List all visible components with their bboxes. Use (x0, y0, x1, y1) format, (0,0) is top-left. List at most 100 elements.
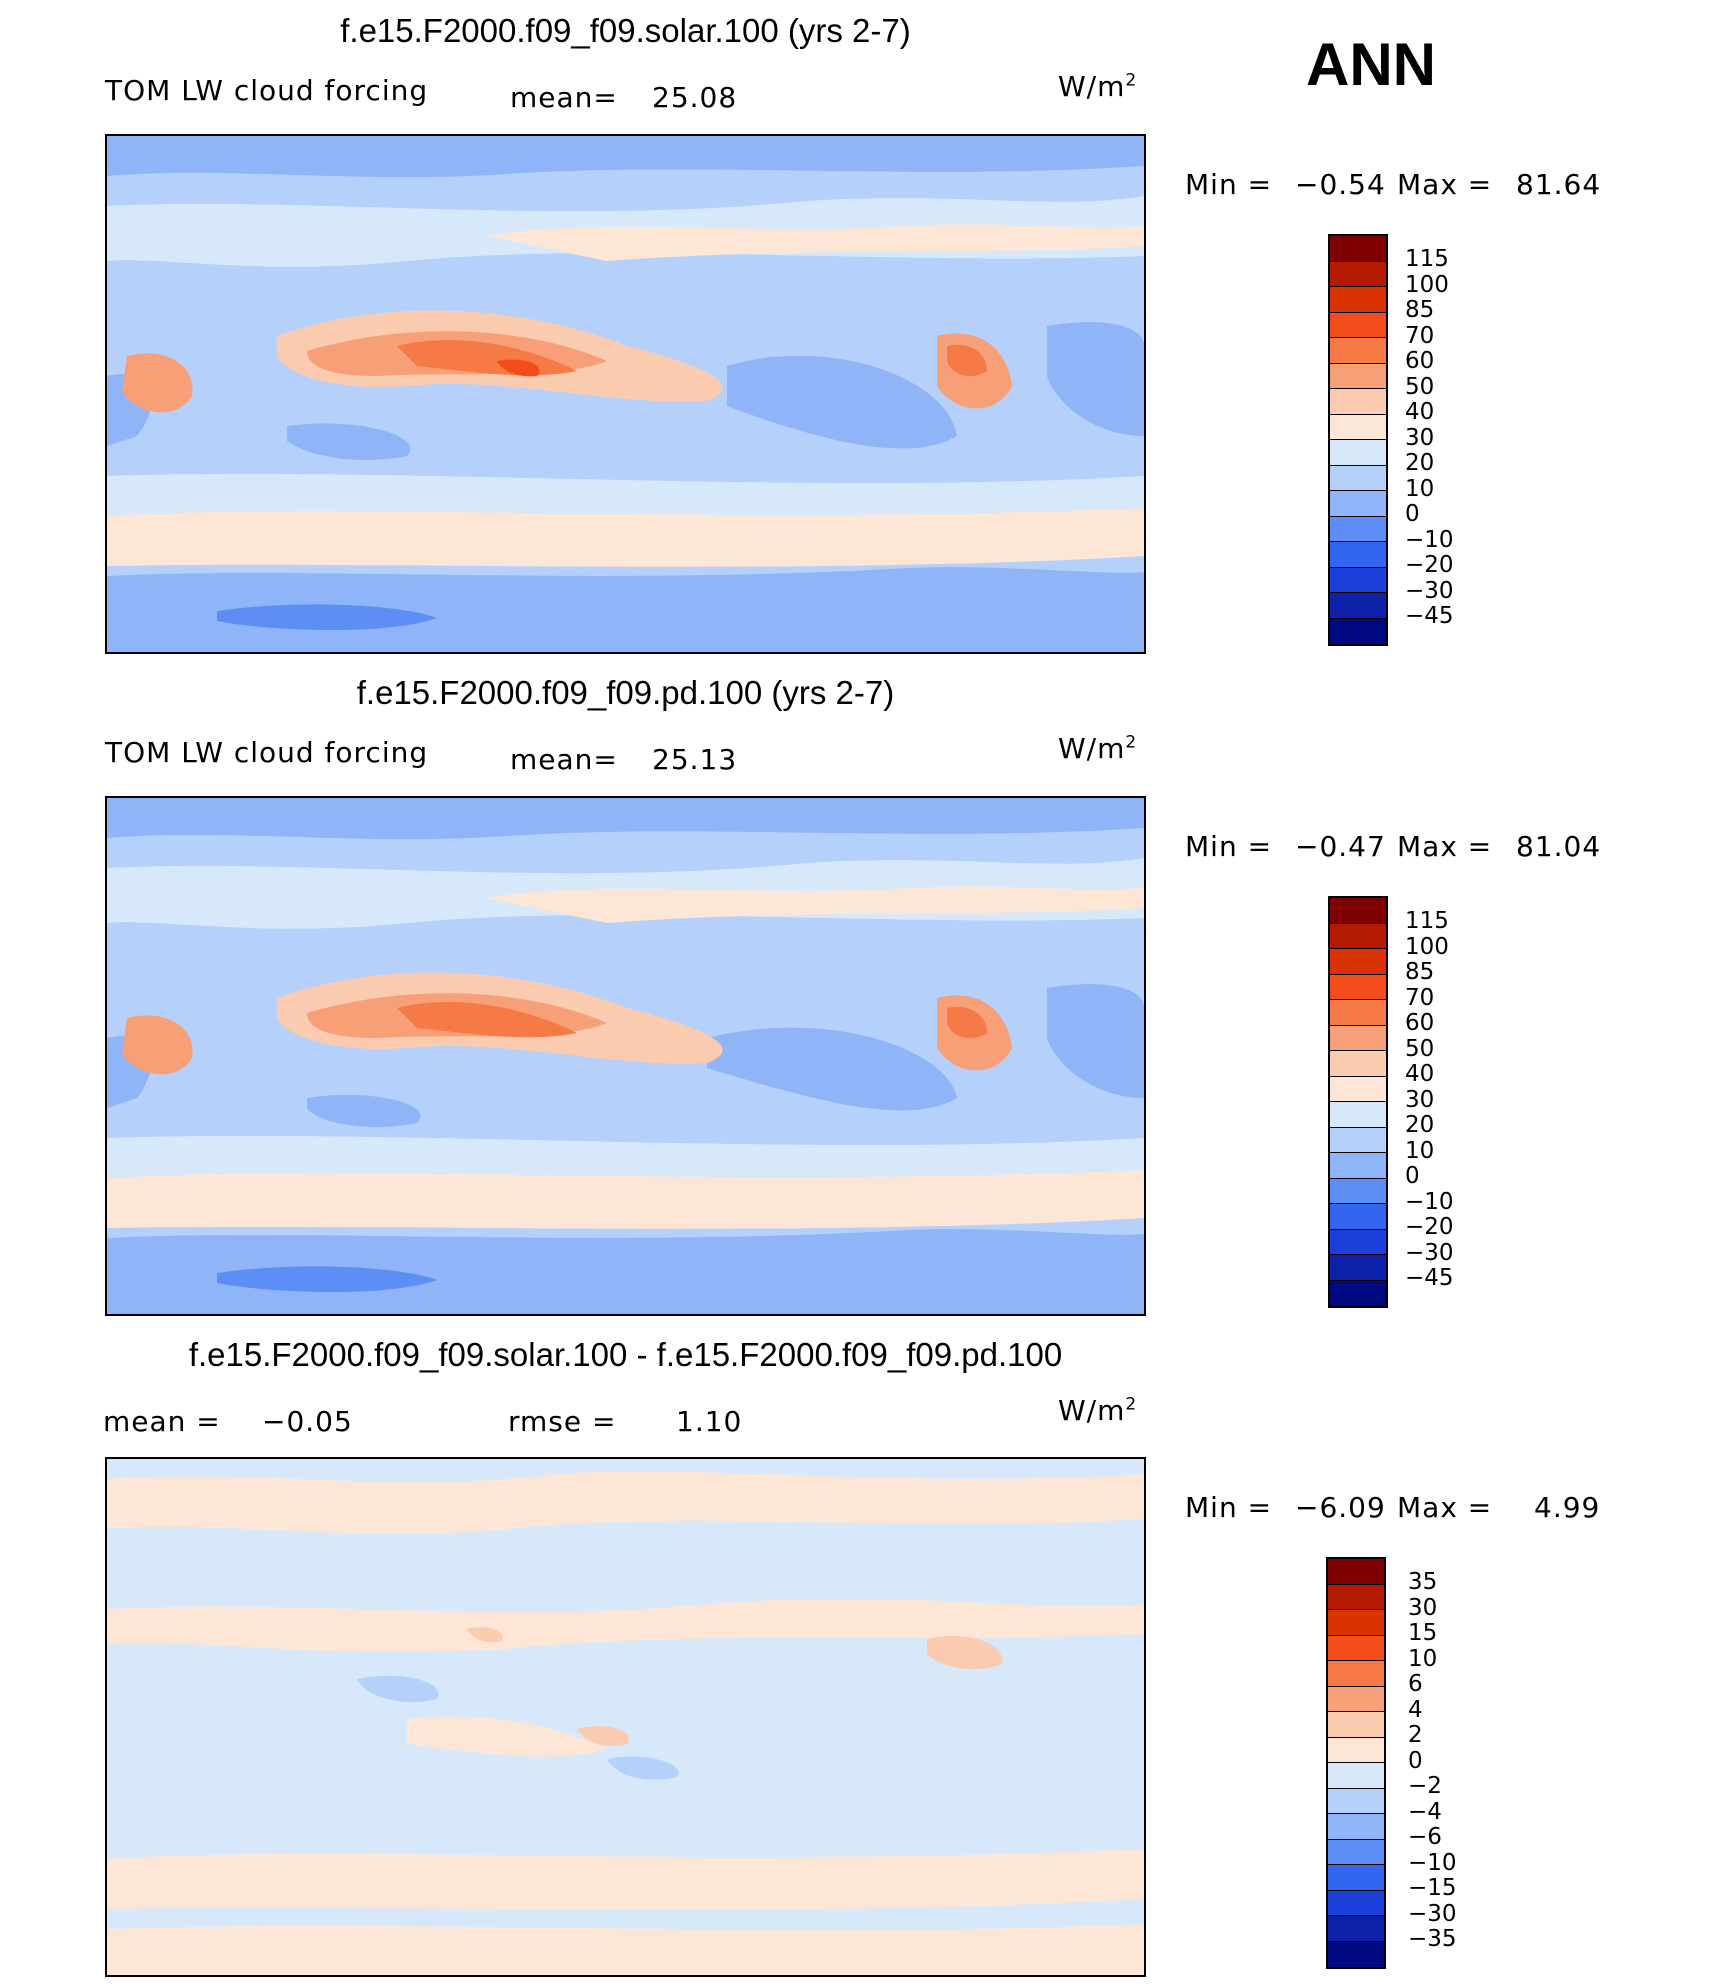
colorbar-swatch (1330, 287, 1386, 313)
colorbar-tick-label: −15 (1408, 1875, 1457, 1901)
colorbar-swatch (1330, 1229, 1386, 1255)
colorbar-swatch (1330, 593, 1386, 619)
panel-1-title: f.e15.F2000.f09_f09.solar.100 (yrs 2-7) (340, 12, 911, 49)
colorbar-swatch (1330, 414, 1386, 440)
colorbar-swatch (1330, 1204, 1386, 1230)
panel-1-max-value: 81.64 (1516, 168, 1602, 201)
colorbar-swatch (1330, 542, 1386, 568)
colorbar-tick-label: −6 (1408, 1824, 1442, 1850)
colorbar-tick-label: 20 (1405, 450, 1435, 476)
panel-1-mean-value: 25.08 (652, 81, 738, 114)
colorbar-tick-label: −45 (1405, 603, 1454, 629)
colorbar-tick-label: 60 (1405, 348, 1435, 374)
panel-1-min-label: Min = (1185, 168, 1273, 201)
colorbar-swatch (1330, 440, 1386, 466)
colorbar-tick-label: 70 (1405, 322, 1435, 349)
panel-1-colorbar (1328, 234, 1388, 646)
panel-3-mean-label: mean = (103, 1405, 221, 1438)
colorbar-swatch (1328, 1559, 1384, 1585)
colorbar-swatch (1328, 1763, 1384, 1789)
panel-2-max-label: Max = (1397, 830, 1493, 863)
panel-1-units: W/m2 (1058, 70, 1138, 103)
colorbar-tick-label: 10 (1408, 1645, 1438, 1672)
colorbar-tick-label: 4 (1408, 1696, 1423, 1723)
colorbar-tick-label: 2 (1408, 1722, 1423, 1748)
panel-2-max-value: 81.04 (1516, 830, 1602, 863)
panel-2-contour-field (107, 798, 1144, 1314)
colorbar-swatch (1328, 1661, 1384, 1687)
colorbar-swatch (1330, 1051, 1386, 1077)
colorbar-tick-label: −30 (1405, 1239, 1454, 1266)
colorbar-swatch (1330, 1178, 1386, 1204)
panel-1-mean-label: mean= (510, 81, 618, 114)
colorbar-tick-label: 30 (1405, 424, 1435, 451)
colorbar-tick-label: 0 (1405, 1163, 1420, 1189)
colorbar-swatch (1328, 1941, 1384, 1967)
panel-2-mean-label: mean= (510, 743, 618, 776)
colorbar-tick-label: 85 (1405, 297, 1435, 323)
colorbar-tick-label: 70 (1405, 984, 1435, 1011)
colorbar-swatch (1330, 567, 1386, 593)
panel-3-min-label: Min = (1185, 1491, 1273, 1524)
panel-2-colorbar (1328, 896, 1388, 1308)
colorbar-tick-label: 30 (1405, 1086, 1435, 1113)
colorbar-tick-label: −10 (1405, 526, 1454, 553)
panel-2-title: f.e15.F2000.f09_f09.pd.100 (yrs 2-7) (356, 674, 895, 711)
colorbar-swatch (1330, 312, 1386, 338)
panel-2-min-value: −0.47 (1295, 830, 1386, 863)
colorbar-tick-label: 0 (1405, 501, 1420, 527)
panel-3-contour-field (107, 1459, 1144, 1975)
colorbar-tick-label: −35 (1408, 1926, 1457, 1952)
colorbar-swatch (1328, 1865, 1384, 1891)
season-label: ANN (1306, 31, 1436, 98)
colorbar-swatch (1330, 923, 1386, 949)
colorbar-tick-label: 10 (1405, 475, 1435, 502)
colorbar-swatch (1330, 1102, 1386, 1128)
panel-3-map (105, 1457, 1146, 1977)
colorbar-swatch (1328, 1788, 1384, 1814)
panel-3-units: W/m2 (1058, 1394, 1138, 1427)
colorbar-swatch (1330, 1025, 1386, 1051)
colorbar-swatch (1330, 389, 1386, 415)
colorbar-swatch (1328, 1839, 1384, 1865)
colorbar-tick-label: 40 (1405, 399, 1435, 425)
panel-2-min-label: Min = (1185, 830, 1273, 863)
colorbar-swatch (1330, 236, 1386, 262)
colorbar-swatch (1328, 1610, 1384, 1636)
colorbar-tick-label: −30 (1405, 577, 1454, 604)
colorbar-swatch (1330, 1000, 1386, 1026)
colorbar-swatch (1328, 1890, 1384, 1916)
colorbar-tick-label: 20 (1405, 1112, 1435, 1138)
colorbar-tick-label: 0 (1408, 1747, 1423, 1774)
colorbar-swatch (1330, 974, 1386, 1000)
colorbar-swatch (1328, 1712, 1384, 1738)
colorbar-tick-label: 115 (1405, 246, 1449, 272)
colorbar-tick-label: 10 (1405, 1137, 1435, 1164)
colorbar-swatch (1330, 338, 1386, 364)
panel-1-variable-label: TOM LW cloud forcing (105, 74, 429, 107)
panel-2-units: W/m2 (1058, 732, 1138, 765)
colorbar-tick-label: 15 (1408, 1620, 1438, 1646)
panel-3-max-label: Max = (1397, 1491, 1493, 1524)
colorbar-tick-label: −20 (1405, 552, 1454, 578)
colorbar-swatch (1330, 516, 1386, 542)
colorbar-swatch (1328, 1686, 1384, 1712)
panel-3-rmse-label: rmse = (508, 1405, 617, 1438)
colorbar-tick-label: 60 (1405, 1010, 1435, 1036)
colorbar-swatch (1330, 618, 1386, 644)
colorbar-swatch (1330, 363, 1386, 389)
colorbar-swatch (1330, 1127, 1386, 1153)
colorbar-tick-label: −10 (1405, 1188, 1454, 1215)
colorbar-tick-label: −4 (1408, 1798, 1442, 1825)
colorbar-swatch (1330, 1255, 1386, 1281)
colorbar-swatch (1330, 898, 1386, 924)
panel-3-colorbar (1326, 1557, 1386, 1969)
panel-1-contour-field (107, 136, 1144, 652)
colorbar-swatch (1330, 1153, 1386, 1179)
panel-1-max-label: Max = (1397, 168, 1493, 201)
panel-3-min-value: −6.09 (1295, 1491, 1386, 1524)
colorbar-tick-label: 50 (1405, 1035, 1435, 1062)
colorbar-swatch (1328, 1737, 1384, 1763)
panel-3-mean-value: −0.05 (262, 1405, 353, 1438)
colorbar-tick-label: 85 (1405, 959, 1435, 985)
